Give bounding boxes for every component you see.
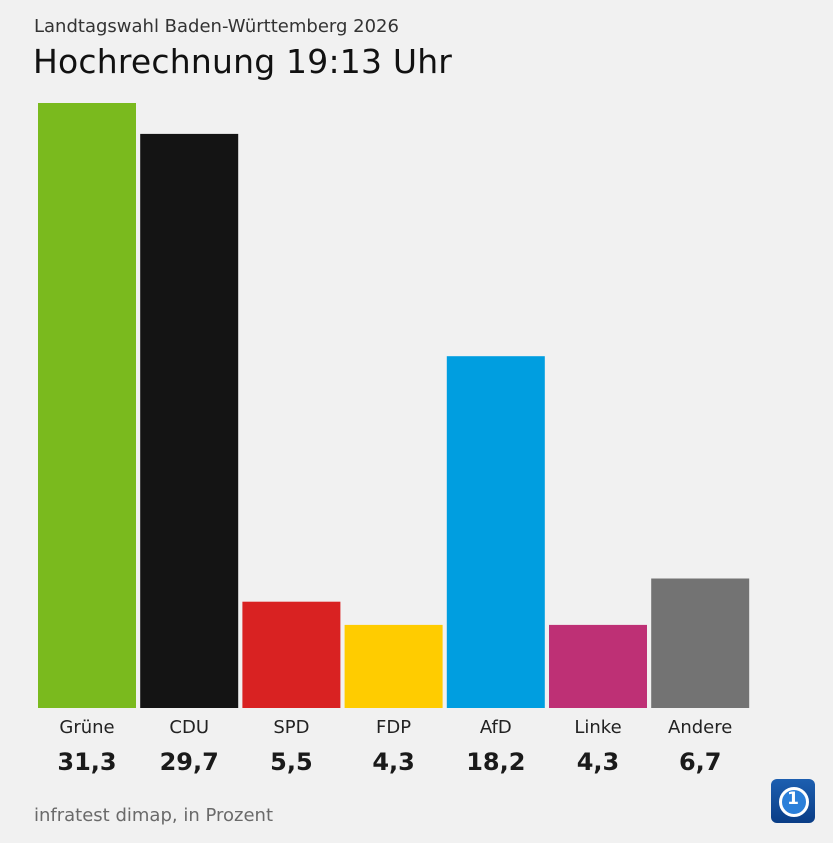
bar-5 [549, 624, 647, 708]
bar-6 [651, 578, 750, 708]
category-label: CDU [169, 717, 209, 738]
bar-4 [446, 356, 545, 708]
bar-1 [140, 133, 239, 708]
chart-supertitle: Landtagswahl Baden-Württemberg 2026 [34, 16, 399, 37]
bar-2 [242, 601, 341, 708]
category-label: AfD [480, 717, 512, 738]
value-label: 31,3 [57, 748, 116, 776]
bar-0 [38, 103, 136, 708]
category-label: Linke [574, 717, 621, 738]
value-label: 6,7 [679, 748, 722, 776]
value-label: 4,3 [372, 748, 415, 776]
category-label: Grüne [59, 717, 114, 738]
category-label: SPD [273, 717, 309, 738]
value-label: 5,5 [270, 748, 313, 776]
category-label: FDP [376, 717, 411, 738]
value-label: 18,2 [466, 748, 525, 776]
bar-3 [344, 624, 443, 708]
source-note: infratest dimap, in Prozent [34, 805, 274, 826]
category-label: Andere [668, 717, 732, 738]
value-label: 4,3 [577, 748, 620, 776]
value-label: 29,7 [160, 748, 219, 776]
chart-title: Hochrechnung 19:13 Uhr [33, 42, 453, 81]
tagesschau-logo-icon: 1 [771, 779, 815, 823]
